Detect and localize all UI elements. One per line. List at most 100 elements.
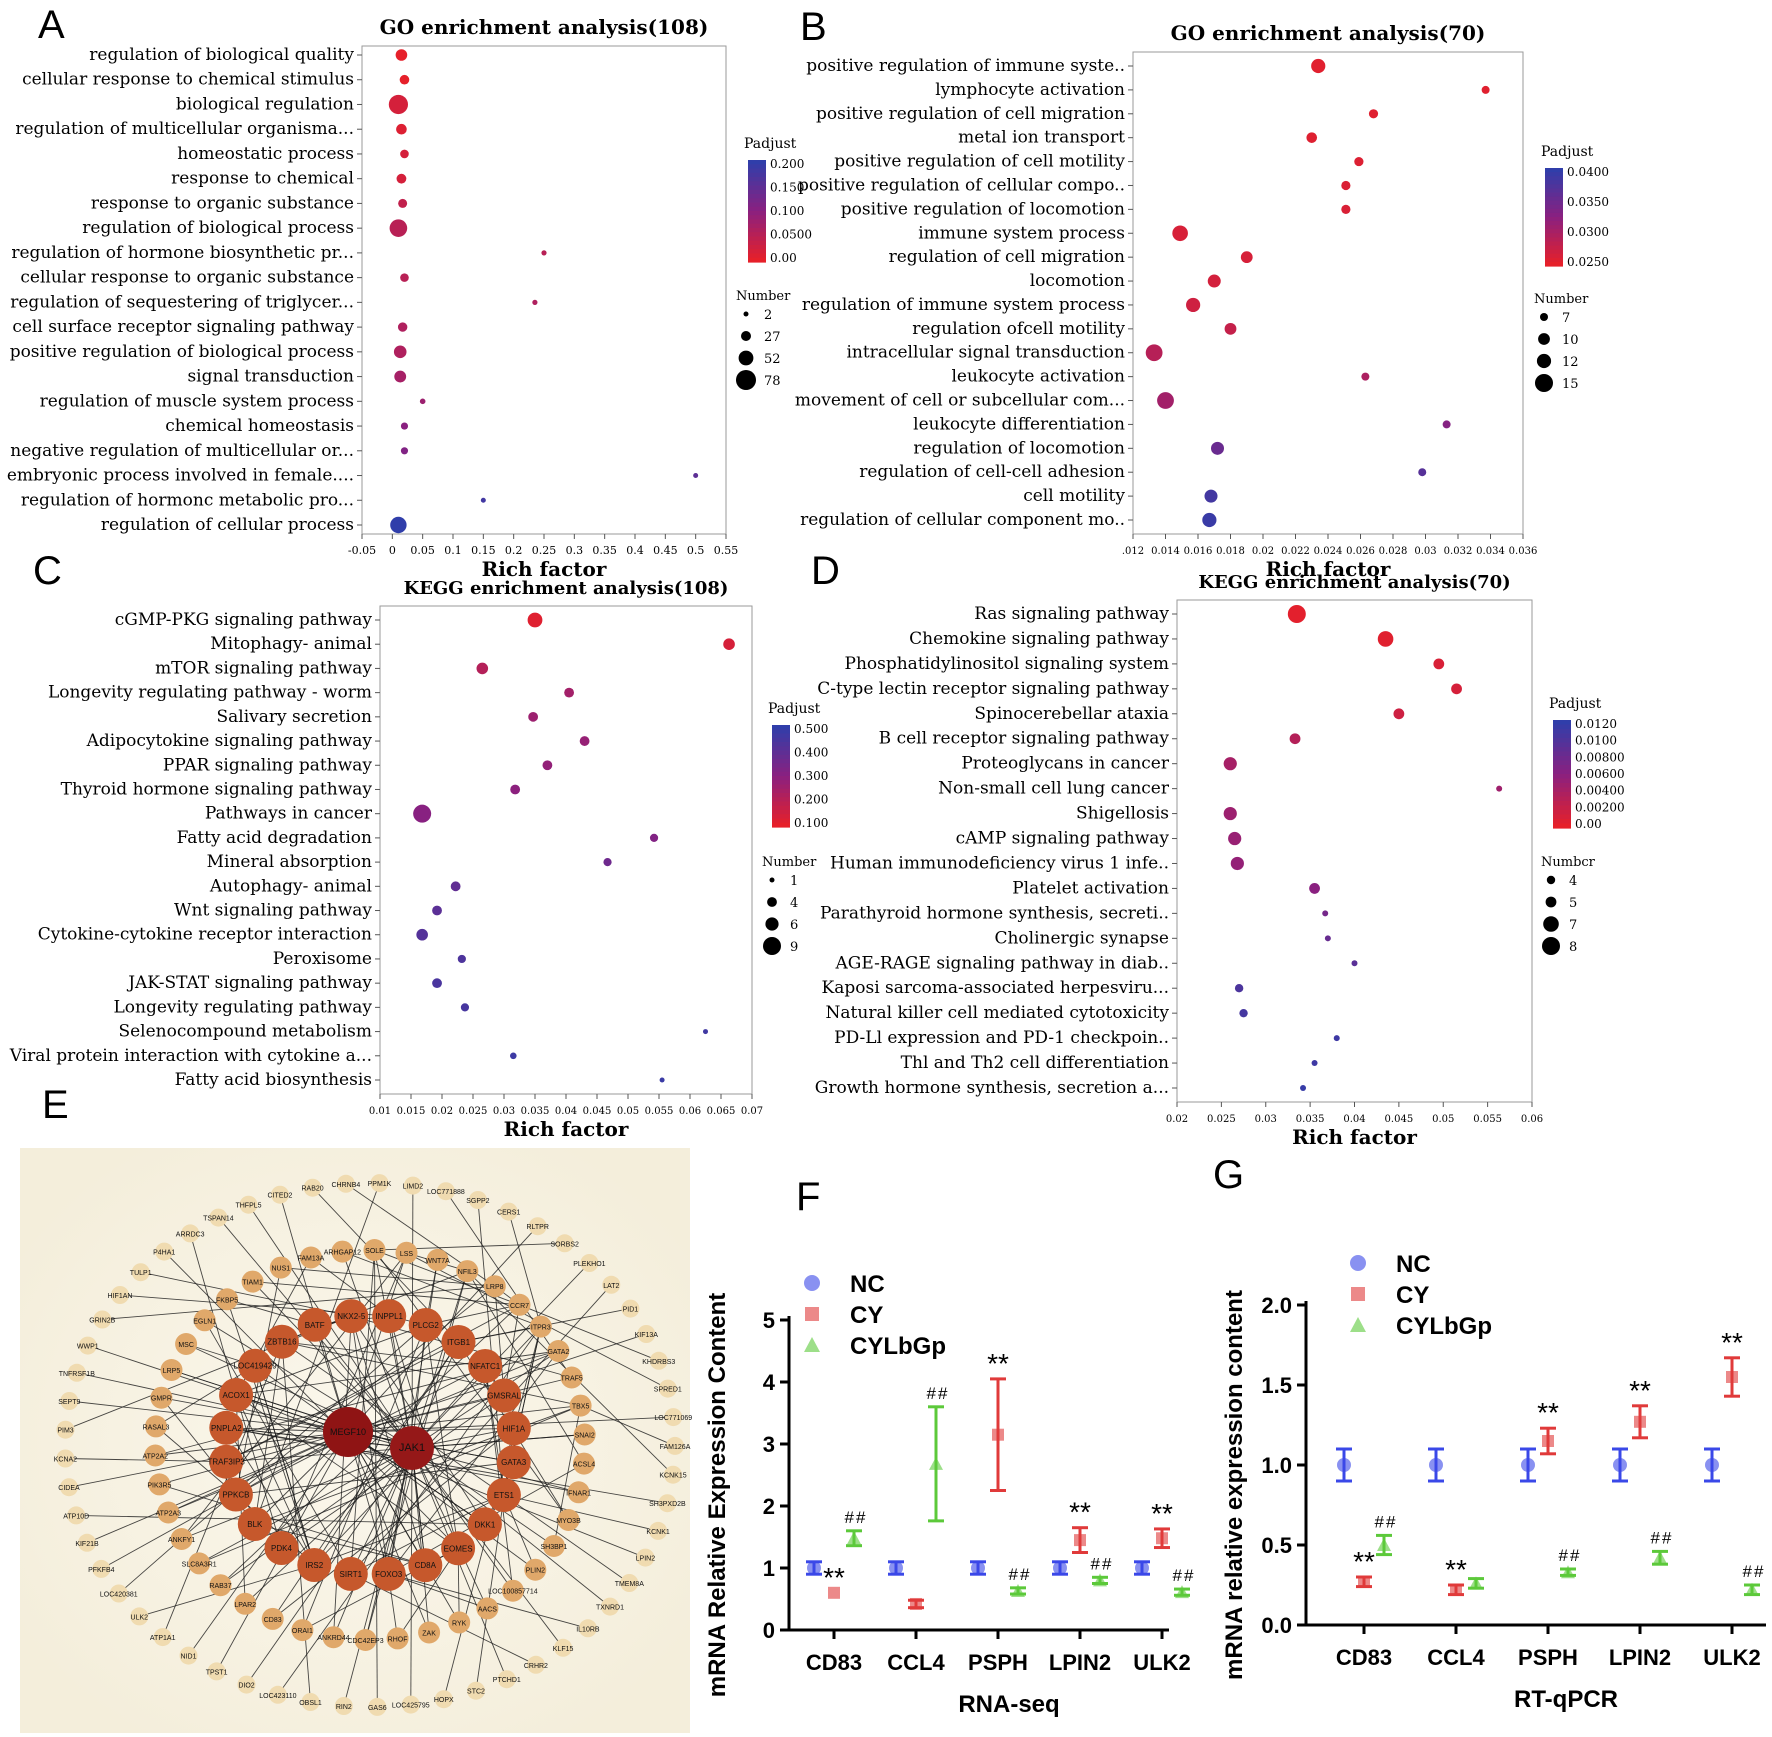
network-edge [204, 1319, 413, 1449]
term-label-regulation-of-multicellular-organisma: regulation of multicellular organisma... [15, 119, 354, 139]
number-legend-title: Number [736, 289, 791, 304]
network-label-lpin2: LPIN2 [636, 1556, 656, 1563]
x-tick-label: 0.05 [410, 544, 435, 557]
network-node-batf [297, 1307, 332, 1342]
network-node-rin2 [334, 1697, 353, 1715]
panel-e-gene-network: MEGF10 JAK1 NKX2-5 INPPL1 PLCG2 ITGB1 NFATC1 GM… [54, 1174, 692, 1716]
number-legend-dot [743, 311, 749, 317]
network-node-kcna2 [56, 1449, 75, 1468]
network-edge [580, 1405, 676, 1447]
network-node-cd83 [261, 1607, 284, 1630]
y-tick-label: 0.5 [1261, 1533, 1292, 1558]
term-label-chemical-homeostasis: chemical homeostasis [165, 416, 354, 436]
padjust-gradient-step [1545, 180, 1563, 185]
network-node-ankrd44 [322, 1626, 345, 1649]
bubble-regulation-of-locomotion [1211, 441, 1224, 455]
network-node-limd2 [403, 1176, 422, 1195]
term-label-locomotion: locomotion [1030, 271, 1125, 291]
network-edge [254, 1182, 380, 1525]
padjust-gradient-step [1545, 229, 1563, 234]
network-label-cd83: CD83 [264, 1617, 282, 1624]
network-label-traf3ip3: TRAF3IP3 [208, 1458, 246, 1467]
category-label-ulk2: ULK2 [1133, 1650, 1190, 1675]
network-node-nfatc1 [468, 1349, 503, 1383]
network-edge [118, 1324, 426, 1594]
network-node-cers1 [499, 1202, 518, 1221]
legend-label-nc: NC [1396, 1251, 1431, 1278]
network-edge [388, 1573, 488, 1609]
number-legend-dot [1536, 353, 1552, 369]
network-node-pim3 [56, 1420, 75, 1439]
padjust-gradient-step [772, 754, 790, 760]
bubble-embryonic-process-involved-in-female [693, 473, 699, 479]
network-label-ccr7: CCR7 [510, 1303, 529, 1310]
network-node-sgpp2 [468, 1191, 487, 1209]
network-node-cidea [60, 1478, 78, 1497]
number-legend-title: Numbcr [1541, 855, 1596, 870]
network-node-tnfrsf1b [67, 1363, 86, 1382]
term-label-chemokine-signaling-pathway: Chemokine signaling pathway [909, 629, 1169, 649]
term-label-parathyroid-hormone-synthesis-secreti: Parathyroid hormone synthesis, secreti.. [820, 903, 1169, 923]
x-tick-label: 0.045 [583, 1106, 612, 1117]
network-node-rltpr [528, 1217, 547, 1236]
number-legend-dot [765, 917, 779, 931]
padjust-gradient-step [1545, 225, 1563, 230]
padjust-gradient-step [1545, 212, 1563, 218]
network-edge [313, 1341, 459, 1566]
term-label-selenocompound-metabolism: Selenocompound metabolism [118, 1022, 372, 1042]
plot-frame [1176, 599, 1533, 1103]
network-edge [508, 1211, 542, 1327]
term-label-lymphocyte-activation: lymphocyte activation [935, 80, 1125, 100]
network-label-kcnk1: KCNK1 [646, 1529, 669, 1536]
network-label-slc8a3r1: SLC8A3R1 [182, 1561, 217, 1568]
network-label-klf15: KLF15 [553, 1646, 574, 1653]
padjust-gradient-step [748, 219, 766, 225]
term-label-cell-surface-receptor-signaling-pathway: cell surface receptor signaling pathway [12, 317, 354, 337]
y-tick-label: 1.0 [1261, 1453, 1292, 1478]
bubble-b-cell-receptor-signaling-pathway [1289, 733, 1301, 745]
padjust-gradient-step [772, 805, 790, 811]
x-tick-label: 0.05 [617, 1106, 639, 1117]
term-label-regulation-of-cell-migration: regulation of cell migration [889, 247, 1125, 267]
network-node-kcnk1 [649, 1521, 668, 1540]
padjust-tick-label: 0.0120 [1575, 717, 1617, 731]
bubble-fatty-acid-biosynthesis [659, 1077, 665, 1083]
network-node-p4ha1 [155, 1242, 174, 1261]
network-edge [388, 1350, 559, 1575]
padjust-gradient-step [748, 206, 766, 212]
term-label-leukocyte-activation: leukocyte activation [951, 367, 1125, 387]
term-label-cgmp-pkg-signaling-pathway: cGMP-PKG signaling pathway [115, 610, 373, 630]
network-label-tbx5: TBX5 [572, 1404, 590, 1411]
term-label-peroxisome: Peroxisome [273, 949, 372, 969]
padjust-gradient-step [1545, 253, 1563, 259]
network-node-tspan14 [209, 1208, 228, 1227]
number-legend-dot [741, 331, 751, 341]
network-label-obsl1: OBSL1 [299, 1700, 322, 1707]
network-edge [374, 1249, 413, 1449]
x-tick-label: 0.1 [444, 544, 462, 557]
network-label-msc: MSC [178, 1342, 194, 1349]
term-label-shigellosis: Shigellosis [1076, 804, 1169, 824]
network-label-nfatc1: NFATC1 [470, 1362, 501, 1371]
network-node-klf15 [554, 1638, 573, 1657]
term-label-phosphatidylinositol-signaling-system: Phosphatidylinositol signaling system [845, 654, 1170, 674]
marker-cy [1156, 1532, 1168, 1545]
padjust-gradient-step [772, 797, 790, 803]
network-edge [280, 1267, 495, 1287]
bubble-regulation-of-cellular-component-mo [1202, 512, 1217, 528]
network-node-aacs [476, 1597, 499, 1620]
number-legend-label: 9 [790, 940, 798, 955]
network-node-pid1 [621, 1299, 640, 1318]
network-node-gmpr [150, 1386, 173, 1409]
marker-cylbgp [929, 1456, 943, 1470]
bubble-ppar-signaling-pathway [542, 760, 553, 771]
padjust-gradient-step [1553, 783, 1571, 789]
network-node-zbtb16 [264, 1324, 299, 1359]
bubble-mtor-signaling-pathway [476, 662, 489, 675]
network-label-sh3pxd2b: SH3PXD2B [649, 1501, 686, 1508]
network-label-pim3: PIM3 [57, 1428, 73, 1435]
number-legend-dot [763, 937, 781, 955]
category-label-cd83: CD83 [1336, 1645, 1392, 1670]
network-edge [226, 1427, 668, 1504]
network-label-chrnb4: CHRNB4 [332, 1182, 361, 1189]
